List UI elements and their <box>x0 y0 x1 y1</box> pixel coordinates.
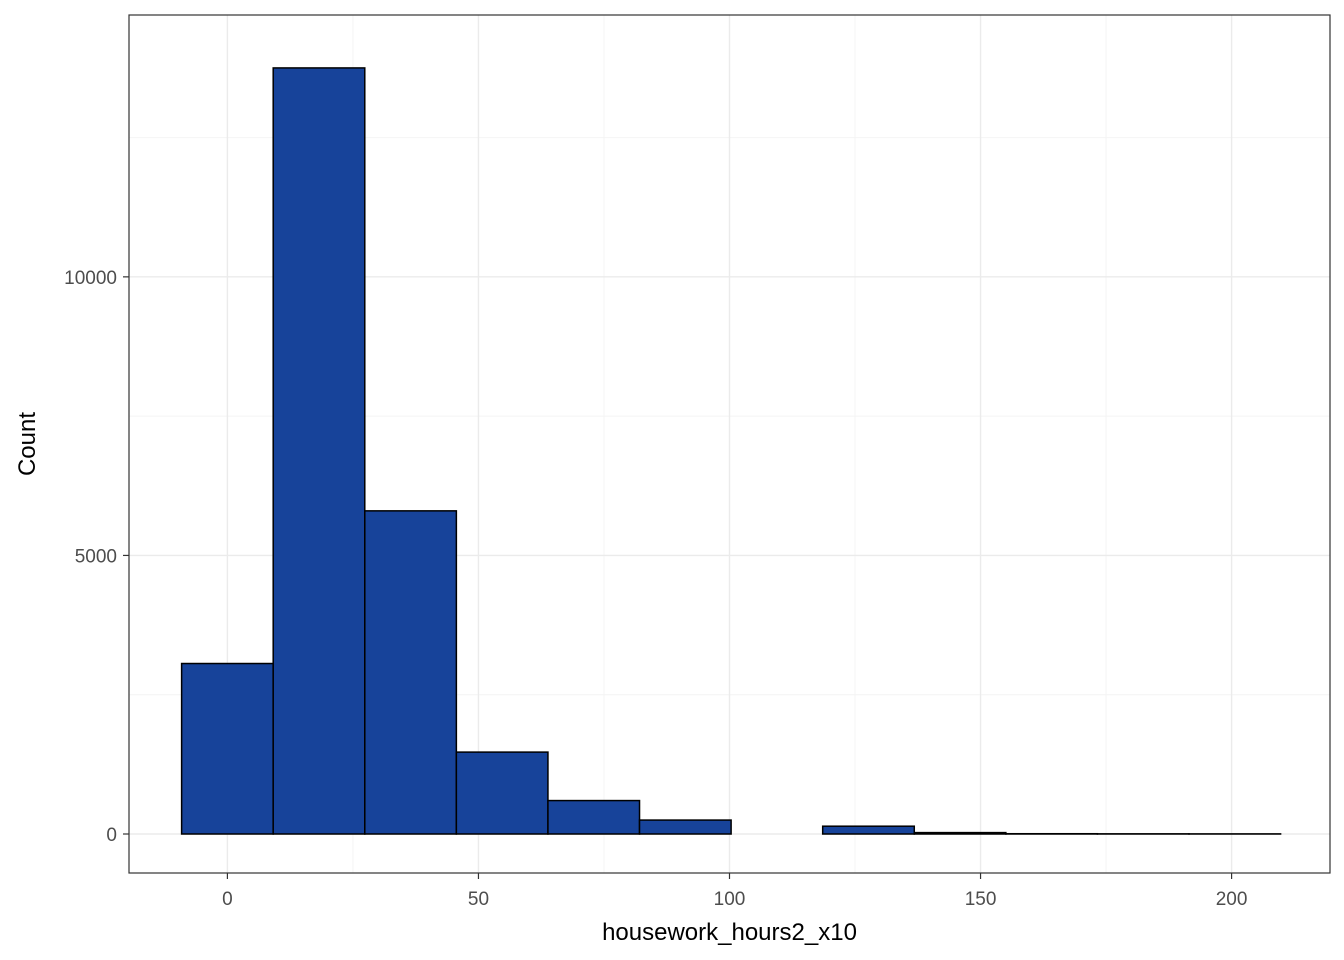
histogram-bars <box>180 67 1282 835</box>
histogram-bar <box>455 751 549 835</box>
histogram-bar <box>547 799 641 835</box>
y-tick-label: 5000 <box>75 546 117 567</box>
histogram-bar <box>364 510 458 835</box>
x-axis-title: housework_hours2_x10 <box>602 919 857 946</box>
y-axis-title: Count <box>14 412 41 476</box>
x-tick-label: 50 <box>468 889 489 910</box>
histogram-bar <box>272 67 366 835</box>
x-tick-label: 150 <box>965 889 997 910</box>
histogram-bar <box>180 662 274 835</box>
y-axis-ticks: 0 5000 10000 <box>64 268 129 846</box>
x-tick-label: 100 <box>714 889 746 910</box>
histogram-bar <box>913 831 1007 835</box>
y-tick-label: 10000 <box>64 268 117 289</box>
y-tick-label: 0 <box>106 825 117 846</box>
x-tick-label: 0 <box>222 889 233 910</box>
histogram-bar <box>821 825 916 835</box>
histogram-bar <box>638 819 732 835</box>
x-tick-label: 200 <box>1216 889 1248 910</box>
x-axis-ticks: 0 50 100 150 200 <box>222 873 1247 910</box>
major-gridlines <box>129 15 1330 873</box>
